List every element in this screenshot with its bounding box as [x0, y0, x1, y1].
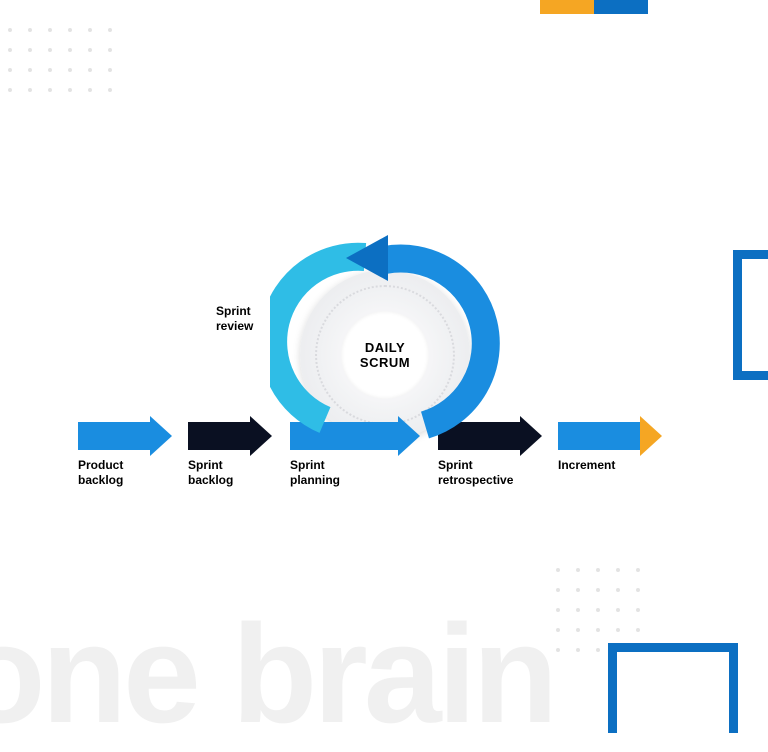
label-sprint-planning: Sprint planning	[290, 458, 340, 488]
scrum-diagram: DAILY SCRUM Sprint review Product backlo…	[0, 0, 768, 730]
sprint-review-label: Sprint review	[216, 304, 253, 334]
label-sprint-backlog: Sprint backlog	[188, 458, 233, 488]
arrow-head-icon	[250, 416, 272, 456]
arrow-increment	[558, 416, 662, 456]
arrow-sprint-backlog	[188, 416, 272, 456]
arrow-body	[558, 422, 640, 450]
arrow-head-icon	[150, 416, 172, 456]
sprint-cycle-icon	[270, 225, 500, 445]
arrow-product-backlog	[78, 416, 172, 456]
arrow-head-icon	[520, 416, 542, 456]
label-increment: Increment	[558, 458, 615, 473]
label-product-backlog: Product backlog	[78, 458, 123, 488]
label-sprint-retrospective: Sprint retrospective	[438, 458, 513, 488]
arrow-body	[78, 422, 150, 450]
arrow-body	[188, 422, 250, 450]
arrow-head-icon	[640, 416, 662, 456]
